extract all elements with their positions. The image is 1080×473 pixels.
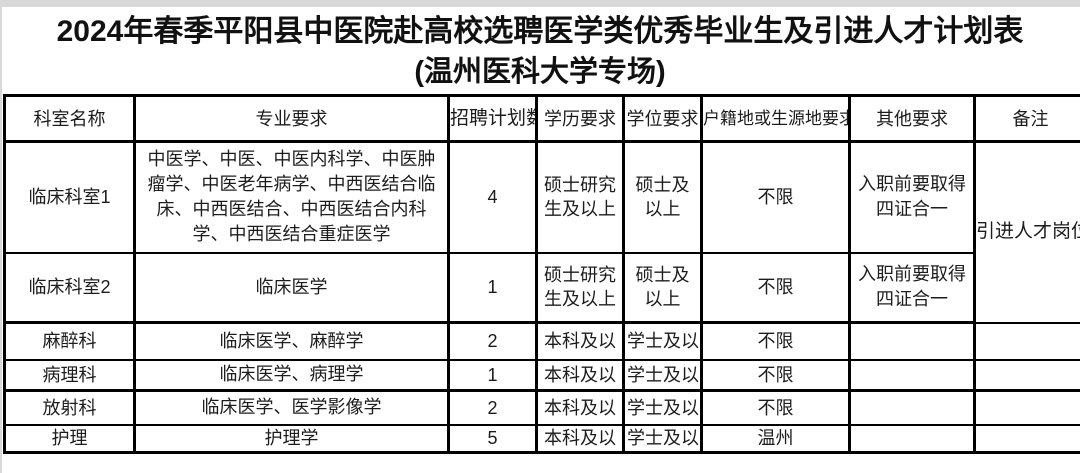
- degree-cell: 学士及以上: [622, 423, 703, 453]
- degree-cell: 学士及以上: [622, 358, 703, 392]
- table-row-radiology: 放射科 临床医学、医学影像学 2 本科及以上 学士及以上 不限: [3, 389, 1080, 426]
- table-row-clinical-2: 临床科室2 临床医学 1 硕士研究生及以上 硕士及以上 不限 入职前要取得四证合…: [3, 251, 1080, 324]
- education-text: 本科及以上: [544, 428, 616, 448]
- major-text: 临床医学、病理学: [219, 364, 364, 385]
- dept-cell: 临床科室1: [3, 140, 136, 254]
- education-cell: 本科及以上: [535, 321, 625, 361]
- education-cell: 硕士研究生及以上: [535, 251, 625, 324]
- header-other: 其他要求: [848, 94, 976, 143]
- remark-cell-merged: 引进人才岗位: [973, 140, 1080, 324]
- other-cell: [848, 389, 976, 426]
- education-cell: 本科及以上: [535, 389, 625, 426]
- dept-cell: 麻醉科: [3, 321, 136, 361]
- residence-cell: 不限: [700, 140, 851, 254]
- other-text: 入职前要取得四证合一: [858, 174, 966, 220]
- residence-cell: 不限: [700, 251, 851, 324]
- residence-cell: 不限: [700, 321, 851, 361]
- other-cell: 入职前要取得四证合一: [848, 140, 976, 254]
- header-residence: 户籍地或生源地要求: [700, 94, 851, 143]
- degree-text: 硕士及以上: [635, 265, 690, 310]
- education-cell: 硕士研究生及以上: [535, 140, 625, 254]
- degree-cell: 学士及以上: [622, 389, 703, 426]
- major-text: 中医学、中医、中医内科学、中医肿瘤学、中医老年病学、中西医结合临床、中西医结合、…: [147, 149, 436, 245]
- education-text: 本科及以上: [544, 364, 616, 385]
- count-cell: 2: [447, 389, 538, 426]
- header-education: 学历要求: [535, 94, 625, 143]
- major-text: 临床医学: [255, 276, 328, 297]
- other-cell: [848, 423, 976, 453]
- recruitment-table: 科室名称 专业要求 招聘计划数 学历要求 学位要求 户籍地或生源地要求 其他要求…: [3, 94, 1080, 454]
- table-row-clinical-1: 临床科室1 中医学、中医、中医内科学、中医肿瘤学、中医老年病学、中西医结合临床、…: [3, 140, 1080, 324]
- degree-text: 学士及以上: [627, 428, 699, 448]
- major-text: 护理学: [264, 427, 319, 448]
- table-header-row: 科室名称 专业要求 招聘计划数 学历要求 学位要求 户籍地或生源地要求 其他要求…: [3, 94, 1080, 143]
- residence-cell: 温州: [700, 423, 851, 453]
- major-cell: 护理学: [133, 423, 450, 453]
- other-text: 入职前要取得四证合一: [858, 264, 966, 310]
- other-cell: [848, 321, 976, 361]
- count-cell: 1: [447, 251, 538, 324]
- degree-text: 学士及以上: [627, 397, 699, 418]
- degree-text: 学士及以上: [627, 364, 699, 385]
- remark-text: 引进人才岗位: [976, 221, 1080, 243]
- count-cell: 4: [447, 140, 538, 254]
- recruitment-table-container: 科室名称 专业要求 招聘计划数 学历要求 学位要求 户籍地或生源地要求 其他要求…: [3, 94, 1080, 470]
- remark-cell: [973, 358, 1080, 392]
- residence-cell: 不限: [700, 389, 851, 426]
- education-text: 本科及以上: [544, 397, 616, 418]
- education-text: 硕士研究生及以上: [544, 175, 616, 220]
- remark-cell: [973, 423, 1080, 453]
- table-row-anesthesiology: 麻醉科 临床医学、麻醉学 2 本科及以上 学士及以上 不限: [3, 321, 1080, 361]
- major-cell: 临床医学、麻醉学: [133, 321, 450, 361]
- table-row-nursing: 护理 护理学 5 本科及以上 学士及以上 温州: [3, 423, 1080, 453]
- dept-cell: 护理: [3, 423, 136, 453]
- degree-text: 硕士及以上: [635, 175, 690, 220]
- major-cell: 临床医学: [133, 251, 450, 324]
- dept-cell: 放射科: [3, 389, 136, 426]
- left-edge-strip: [0, 0, 2, 473]
- major-cell: 中医学、中医、中医内科学、中医肿瘤学、中医老年病学、中西医结合临床、中西医结合、…: [133, 140, 450, 254]
- education-cell: 本科及以上: [535, 358, 625, 392]
- count-cell: 1: [447, 358, 538, 392]
- header-remark: 备注: [973, 94, 1080, 143]
- degree-cell: 硕士及以上: [622, 251, 703, 324]
- header-dept: 科室名称: [3, 94, 136, 143]
- header-count-label: 招聘计划数: [450, 107, 534, 129]
- degree-cell: 学士及以上: [622, 321, 703, 361]
- other-cell: [848, 358, 976, 392]
- other-cell: 入职前要取得四证合一: [848, 251, 976, 324]
- remark-cell: [973, 389, 1080, 426]
- document-title: 2024年春季平阳县中医院赴高校选聘医学类优秀毕业生及引进人才计划表 (温州医科…: [0, 7, 1080, 94]
- major-cell: 临床医学、医学影像学: [133, 389, 450, 426]
- dept-cell: 病理科: [3, 358, 136, 392]
- header-major: 专业要求: [133, 94, 450, 143]
- degree-text: 学士及以上: [627, 331, 699, 352]
- count-cell: 2: [447, 321, 538, 361]
- education-text: 本科及以上: [544, 331, 616, 352]
- top-edge-strip: [0, 0, 1080, 7]
- count-cell: 5: [447, 423, 538, 453]
- major-text: 临床医学、医学影像学: [201, 397, 382, 418]
- remark-cell: [973, 321, 1080, 361]
- degree-cell: 硕士及以上: [622, 140, 703, 254]
- page-subtitle: (温州医科大学专场): [414, 55, 666, 88]
- header-residence-label: 户籍地或生源地要求: [703, 108, 848, 128]
- education-cell: 本科及以上: [535, 423, 625, 453]
- education-text: 硕士研究生及以上: [544, 265, 616, 310]
- table-row-pathology: 病理科 临床医学、病理学 1 本科及以上 学士及以上 不限: [3, 358, 1080, 392]
- major-cell: 临床医学、病理学: [133, 358, 450, 392]
- major-text: 临床医学、麻醉学: [219, 330, 364, 351]
- header-degree: 学位要求: [622, 94, 703, 143]
- header-count: 招聘计划数: [447, 94, 538, 143]
- residence-cell: 不限: [700, 358, 851, 392]
- page-title: 2024年春季平阳县中医院赴高校选聘医学类优秀毕业生及引进人才计划表: [56, 14, 1024, 48]
- dept-cell: 临床科室2: [3, 251, 136, 324]
